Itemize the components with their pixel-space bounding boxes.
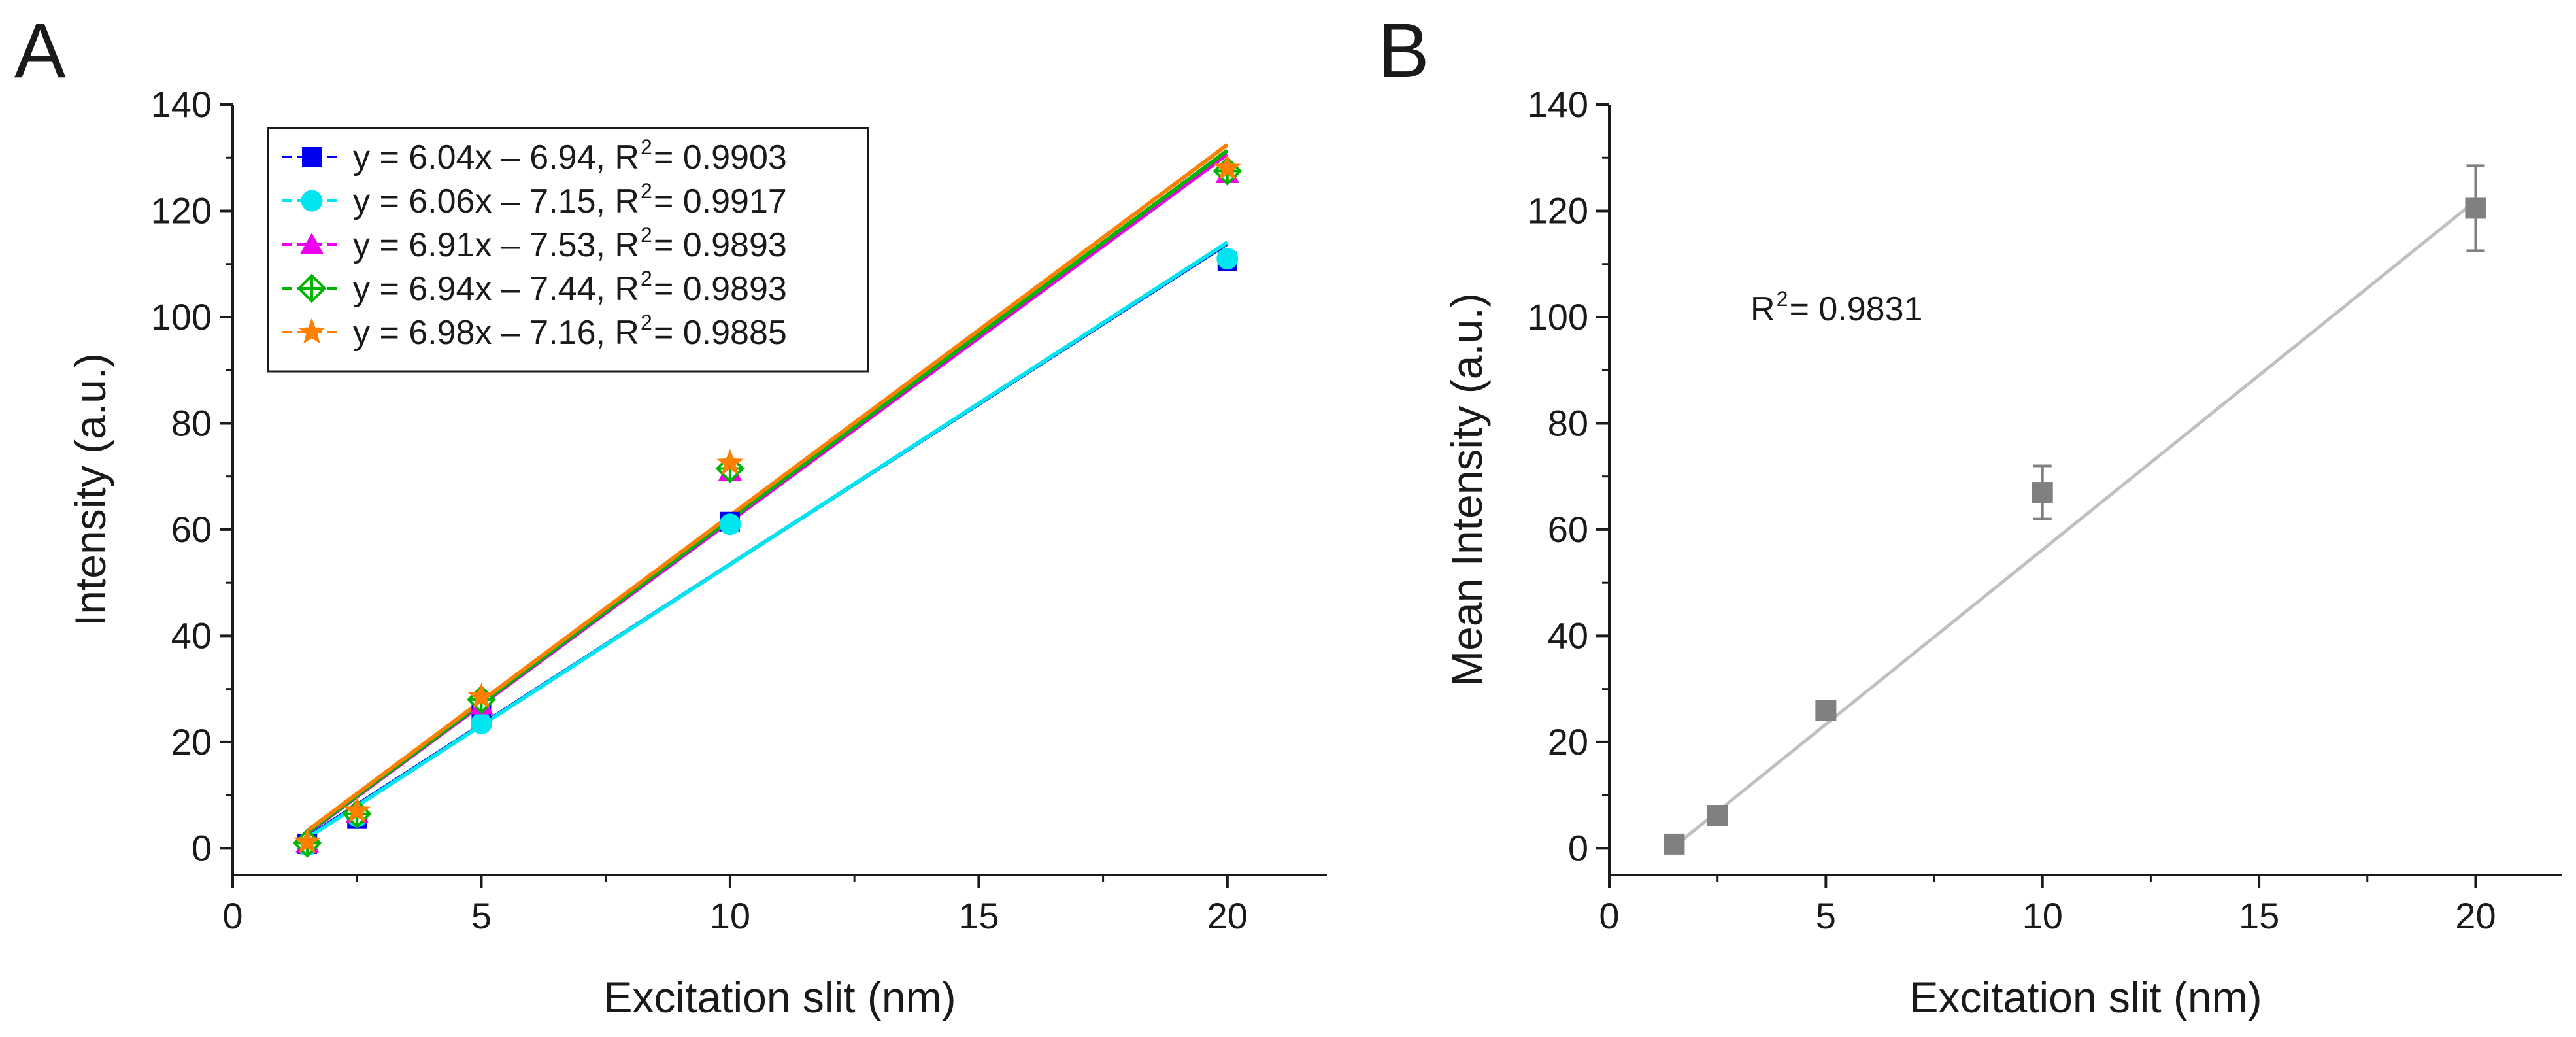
y-tick-label: 100: [151, 296, 212, 337]
y-tick-label: 20: [171, 721, 212, 762]
legend-marker: [298, 318, 326, 344]
data-point: [2032, 482, 2053, 503]
legend-marker: [300, 233, 324, 254]
legend-box: [267, 127, 869, 373]
panel-a-chart: 0 5 10 15 20 0 20 40 60 80 100 120 140 Excitation sli…: [66, 84, 1327, 1021]
panel-label-a: A: [14, 8, 66, 94]
y-tick-label: 0: [192, 827, 212, 868]
data-point: [1664, 833, 1685, 855]
legend-superscript: 2: [641, 135, 652, 159]
legend-marker: [302, 147, 322, 167]
y-axis-title: Mean Intensity (a.u.): [1443, 293, 1491, 687]
data-point-series-2: [470, 712, 492, 734]
r2-annotation-superscript: 2: [1777, 287, 1788, 311]
legend-superscript: 2: [641, 267, 652, 290]
legend-r2-value: = 0.9885: [654, 314, 787, 352]
y-axis-title: Intensity (a.u.): [66, 353, 114, 626]
y-tick-label: 140: [1528, 84, 1588, 125]
data-point: [1815, 700, 1837, 721]
x-tick-label: 5: [1816, 895, 1836, 936]
x-axis-title: Excitation slit (nm): [1909, 973, 2262, 1021]
data-point: [1707, 805, 1728, 826]
x-tick-label: 10: [2022, 895, 2063, 936]
legend-superscript: 2: [641, 311, 652, 334]
y-tick-label: 40: [1548, 615, 1588, 656]
fit-line: [1673, 199, 2477, 848]
x-tick-label: 10: [710, 895, 750, 936]
legend-r2-value: = 0.9917: [654, 182, 787, 220]
legend-r2-value: = 0.9893: [654, 270, 787, 308]
data-point-series-5: [1214, 154, 1241, 180]
data-point-series-2: [1216, 248, 1239, 270]
legend-superscript: 2: [641, 179, 652, 203]
legend-marker: [301, 190, 323, 212]
data-point-series-5: [467, 683, 495, 709]
x-tick-label: 15: [2239, 895, 2279, 936]
panel-b-chart: 0 5 10 15 20 0 20 40 60 80 100 120 140 Excitation sli…: [1443, 84, 2562, 1021]
y-tick-label: 60: [171, 509, 212, 550]
x-tick-label: 5: [471, 895, 492, 936]
fit-line-series-5: [306, 143, 1229, 832]
legend-label: y = 6.94x – 7.44, R: [353, 270, 639, 308]
y-tick-label: 120: [1528, 190, 1588, 231]
x-axis-title: Excitation slit (nm): [603, 973, 956, 1021]
data-point-series-2: [719, 513, 741, 536]
data-point-series-5: [293, 827, 321, 854]
panel-label-b: B: [1378, 8, 1430, 94]
fit-line-series-2: [306, 241, 1229, 840]
y-tick-label: 80: [171, 402, 212, 443]
y-tick-label: 100: [1528, 296, 1588, 337]
y-tick-label: 0: [1568, 827, 1588, 868]
legend-label: y = 6.04x – 6.94, R: [353, 139, 639, 177]
data-point-series-5: [343, 796, 371, 823]
y-tick-label: 80: [1548, 402, 1588, 443]
x-tick-label: 0: [1599, 895, 1619, 936]
legend-marker: [297, 273, 327, 303]
legend-r2-value: = 0.9893: [654, 226, 787, 264]
x-tick-label: 15: [958, 895, 999, 936]
y-tick-label: 120: [151, 190, 212, 231]
x-tick-label: 0: [222, 895, 243, 936]
y-tick-label: 20: [1548, 721, 1588, 762]
data-point-series-5: [716, 449, 744, 475]
legend-r2-value: = 0.9903: [654, 139, 787, 177]
r2-annotation-label: R: [1750, 290, 1775, 328]
y-tick-label: 140: [151, 84, 212, 125]
y-tick-label: 40: [171, 615, 212, 656]
r2-annotation-value: = 0.9831: [1790, 290, 1923, 328]
y-tick-label: 60: [1548, 509, 1588, 550]
x-tick-label: 20: [1207, 895, 1248, 936]
legend-label: y = 6.98x – 7.16, R: [353, 314, 639, 352]
legend-superscript: 2: [641, 223, 652, 246]
data-point: [2465, 197, 2486, 219]
legend-label: y = 6.06x – 7.15, R: [353, 182, 639, 220]
legend-label: y = 6.91x – 7.53, R: [353, 226, 639, 264]
fit-line-series-4: [306, 148, 1229, 834]
x-tick-label: 20: [2455, 895, 2496, 936]
